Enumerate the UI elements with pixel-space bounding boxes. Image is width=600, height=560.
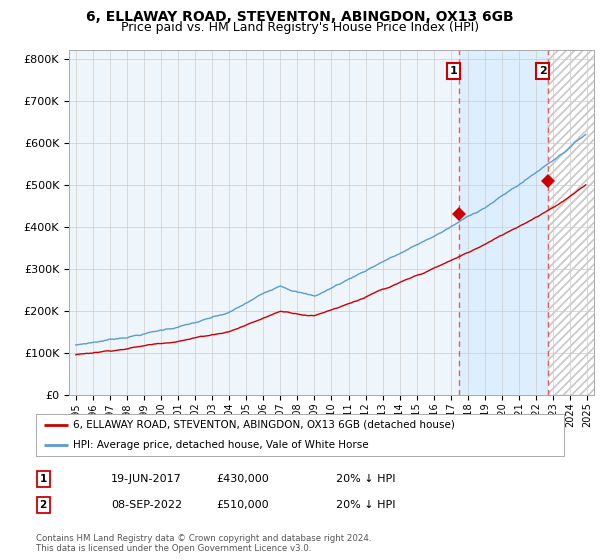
Bar: [548, 50, 596, 395]
Text: 19-JUN-2017: 19-JUN-2017: [111, 474, 182, 484]
Text: 08-SEP-2022: 08-SEP-2022: [111, 500, 182, 510]
Text: 6, ELLAWAY ROAD, STEVENTON, ABINGDON, OX13 6GB: 6, ELLAWAY ROAD, STEVENTON, ABINGDON, OX…: [86, 10, 514, 24]
Text: 20% ↓ HPI: 20% ↓ HPI: [336, 500, 395, 510]
Text: 6, ELLAWAY ROAD, STEVENTON, ABINGDON, OX13 6GB (detached house): 6, ELLAWAY ROAD, STEVENTON, ABINGDON, OX…: [73, 420, 455, 430]
Text: 1: 1: [450, 66, 458, 76]
Text: Price paid vs. HM Land Registry's House Price Index (HPI): Price paid vs. HM Land Registry's House …: [121, 21, 479, 34]
Text: HPI: Average price, detached house, Vale of White Horse: HPI: Average price, detached house, Vale…: [73, 440, 368, 450]
Text: 2: 2: [40, 500, 47, 510]
Text: 2: 2: [539, 66, 547, 76]
Text: 1: 1: [40, 474, 47, 484]
Bar: [548, 50, 596, 395]
Text: 20% ↓ HPI: 20% ↓ HPI: [336, 474, 395, 484]
Bar: [459, 50, 548, 395]
Text: £510,000: £510,000: [216, 500, 269, 510]
Text: Contains HM Land Registry data © Crown copyright and database right 2024.
This d: Contains HM Land Registry data © Crown c…: [36, 534, 371, 553]
Text: £430,000: £430,000: [216, 474, 269, 484]
